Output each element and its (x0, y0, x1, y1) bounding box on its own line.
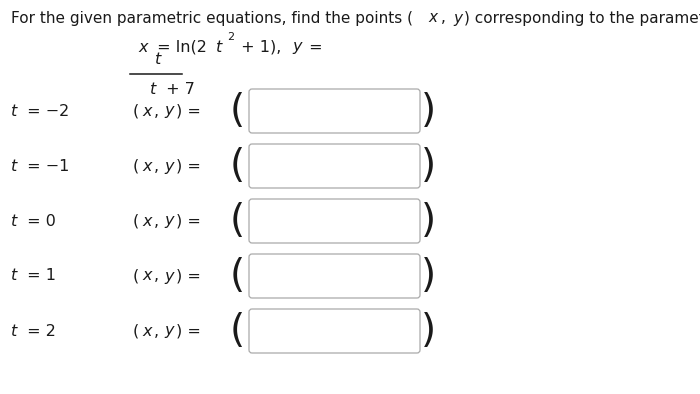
Text: = 0: = 0 (22, 214, 57, 229)
Text: t: t (11, 214, 18, 229)
Text: (: ( (133, 214, 139, 229)
Text: y: y (454, 11, 463, 26)
Text: For the given parametric equations, find the points (: For the given parametric equations, find… (11, 11, 413, 26)
Text: + 7: + 7 (162, 82, 195, 97)
Text: ): ) (421, 147, 436, 185)
FancyBboxPatch shape (249, 144, 420, 188)
Text: x: x (143, 158, 152, 173)
Text: ,: , (153, 158, 159, 173)
Text: = −2: = −2 (22, 104, 70, 119)
Text: y: y (164, 268, 174, 284)
Text: y: y (164, 323, 174, 338)
Text: t: t (11, 104, 18, 119)
Text: t: t (11, 158, 18, 173)
FancyBboxPatch shape (249, 89, 420, 133)
Text: ) =: ) = (176, 104, 200, 119)
Text: (: ( (230, 257, 245, 295)
Text: = ln(2: = ln(2 (151, 39, 206, 54)
Text: t: t (155, 52, 161, 67)
Text: (: ( (133, 268, 139, 284)
Text: t: t (216, 39, 222, 54)
Text: ,: , (153, 104, 159, 119)
Text: ) =: ) = (176, 214, 200, 229)
Text: (: ( (230, 147, 245, 185)
Text: ) =: ) = (176, 268, 200, 284)
Text: = 1: = 1 (22, 268, 57, 284)
FancyBboxPatch shape (249, 254, 420, 298)
Text: t: t (11, 268, 18, 284)
Text: ): ) (421, 92, 436, 130)
Text: 2: 2 (228, 32, 234, 43)
Text: = −1: = −1 (22, 158, 70, 173)
Text: ) =: ) = (176, 323, 200, 338)
Text: ): ) (421, 312, 436, 350)
Text: t: t (11, 323, 18, 338)
Text: (: ( (230, 202, 245, 240)
Text: x: x (143, 268, 152, 284)
Text: =: = (304, 39, 323, 54)
Text: y: y (164, 104, 174, 119)
Text: = 2: = 2 (22, 323, 57, 338)
Text: t: t (150, 82, 156, 97)
FancyBboxPatch shape (249, 199, 420, 243)
Text: ,: , (153, 268, 159, 284)
Text: ): ) (421, 257, 436, 295)
FancyBboxPatch shape (249, 309, 420, 353)
Text: ,: , (153, 214, 159, 229)
Text: (: ( (230, 92, 245, 130)
Text: y: y (164, 214, 174, 229)
Text: (: ( (133, 323, 139, 338)
Text: y: y (164, 158, 174, 173)
Text: + 1),: + 1), (237, 39, 282, 54)
Text: x: x (143, 323, 152, 338)
Text: (: ( (133, 158, 139, 173)
Text: ,: , (441, 11, 451, 26)
Text: ) corresponding to the parameter v: ) corresponding to the parameter v (465, 11, 700, 26)
Text: x: x (143, 104, 152, 119)
Text: x: x (138, 39, 148, 54)
Text: y: y (293, 39, 302, 54)
Text: (: ( (133, 104, 139, 119)
Text: x: x (143, 214, 152, 229)
Text: (: ( (230, 312, 245, 350)
Text: ): ) (421, 202, 436, 240)
Text: ,: , (153, 323, 159, 338)
Text: ) =: ) = (176, 158, 200, 173)
Text: x: x (428, 11, 437, 26)
